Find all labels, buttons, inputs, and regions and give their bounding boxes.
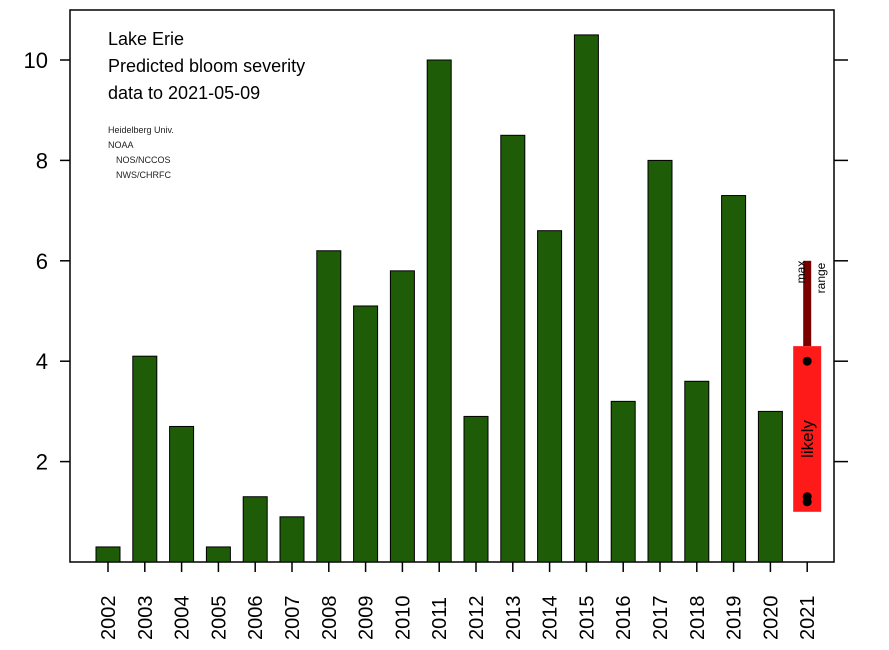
x-tick-label: 2008 [319,596,341,641]
x-tick-label: 2005 [208,596,230,641]
x-tick-label: 2009 [356,596,378,641]
x-tick-label: 2017 [650,596,672,641]
bar-2010 [389,270,415,563]
x-tick-label: 2010 [392,596,414,641]
forecast-2021: likely max range [793,261,828,512]
bar-2015 [573,34,599,563]
bar-2020 [757,410,783,563]
max-label: max [794,261,808,284]
x-tick-label: 2007 [282,596,304,641]
y-axis-right [834,59,848,463]
bar-2016 [610,400,636,563]
y-tick-label: 10 [24,48,48,73]
y-tick-label: 8 [36,148,48,173]
credit-heidelberg: Heidelberg Univ. [108,125,174,135]
bar-2018 [684,380,710,563]
x-tick-label: 2016 [613,596,635,641]
y-tick-label: 6 [36,249,48,274]
bar-2011 [426,59,452,563]
x-tick-label: 2014 [540,596,562,641]
title-line-1: Lake Erie [108,29,184,49]
x-axis: 2002 2003 2004 2005 2006 2007 2008 2009 2010 2011… [98,562,819,640]
bar-2017 [647,159,673,563]
credit-nws-chrfc: NWS/CHRFC [116,170,171,180]
x-tick-label: 2021 [797,596,819,641]
x-tick-label: 2018 [687,596,709,641]
y-tick-label: 2 [36,450,48,475]
y-axis: 2 4 6 8 10 [24,48,70,475]
bar-2012 [463,415,489,563]
x-tick-label: 2011 [429,597,451,640]
bar-2014 [537,230,563,563]
max-range-bar [803,260,812,347]
x-tick-label: 2006 [245,596,267,641]
bars [95,34,783,563]
range-label: range [814,262,828,293]
x-tick-label: 2013 [503,596,525,641]
chart-title: Lake Erie Predicted bloom severity data … [108,29,305,103]
bar-2007 [279,516,305,563]
credit-noaa: NOAA [108,140,134,150]
likely-range-bar [793,346,822,512]
x-tick-label: 2004 [172,596,194,641]
bar-2004 [169,425,195,563]
plot-frame [69,9,835,563]
forecast-point [802,356,812,366]
x-tick-label: 2020 [760,596,782,641]
forecast-point [802,497,812,507]
y-tick-label: 4 [36,349,48,374]
bar-2019 [721,195,747,563]
bar-2013 [500,134,526,563]
bar-2008 [316,250,342,563]
title-line-3: data to 2021-05-09 [108,83,260,103]
bar-2003 [132,355,158,563]
x-tick-label: 2003 [135,596,157,641]
bar-2006 [242,496,268,563]
x-tick-label: 2012 [466,596,488,641]
x-tick-label: 2019 [724,596,746,641]
likely-label: likely [798,420,817,458]
credit-nos-nccos: NOS/NCCOS [116,155,171,165]
bar-2009 [353,305,379,563]
x-tick-label: 2015 [576,596,598,641]
bar-2005 [205,546,231,563]
credits: Heidelberg Univ. NOAA NOS/NCCOS NWS/CHRF… [108,125,174,180]
x-tick-label: 2002 [98,596,120,641]
title-line-2: Predicted bloom severity [108,56,305,76]
bar-2002 [95,546,121,563]
